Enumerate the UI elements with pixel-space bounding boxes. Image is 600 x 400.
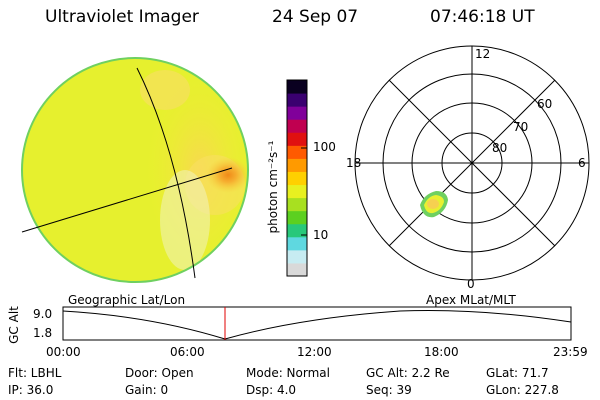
longitude-line: [136, 67, 196, 279]
colorbar-band: [287, 80, 307, 94]
orbit-x-tick-2: 12:00: [297, 345, 332, 359]
date-label: 24 Sep 07: [272, 7, 359, 27]
colorbar-band: [287, 145, 307, 159]
colorbar-band: [287, 249, 307, 264]
gc-alt-info: GC Alt: 2.2 Re: [366, 366, 450, 380]
time-label: 07:46:18 UT: [430, 7, 535, 27]
colorbar-tick-10: 10: [313, 228, 329, 242]
door-info: Door: Open: [125, 366, 194, 380]
colorbar-tick-100: 100: [313, 140, 336, 154]
colorbar-band: [287, 171, 307, 186]
mlat-80-label: 80: [492, 141, 508, 155]
image-disk: [22, 58, 248, 282]
mlt-6-label: 6: [578, 156, 586, 170]
seq-info: Seq: 39: [366, 383, 412, 397]
altitude-curve: [62, 309, 572, 340]
orbit-x-tick-0: 00:00: [46, 345, 81, 359]
colorbar-band: [287, 262, 307, 277]
colorbar-units-label: photon cm⁻²s⁻¹: [266, 140, 280, 234]
alt-bottom-tick: 1.8: [33, 326, 53, 340]
glon-info: GLon: 227.8: [486, 383, 559, 397]
dsp-info: Dsp: 4.0: [246, 383, 297, 397]
colorbar-band: [287, 197, 307, 212]
mlt-0-label: 0: [467, 277, 475, 291]
colorbar-band: [287, 119, 307, 133]
gc-alt-axis-label: GC Alt: [7, 306, 21, 344]
colorbar-band: [287, 93, 307, 107]
alt-top-tick: 9.0: [33, 307, 53, 321]
mlt-12-label: 12: [475, 47, 491, 61]
orbit-x-tick-1: 06:00: [170, 345, 205, 359]
glat-info: GLat: 71.7: [486, 366, 549, 380]
mlat-70-label: 70: [513, 120, 529, 134]
colorbar-band: [287, 236, 307, 251]
mlat-60-label: 60: [537, 97, 553, 111]
colorbar-band: [287, 106, 307, 120]
colorbar-band: [287, 184, 307, 199]
aurora-spot: [420, 191, 448, 218]
latitude-line: [21, 167, 233, 233]
orbit-x-tick-4: 23:59: [553, 345, 588, 359]
ip-info: IP: 36.0: [8, 383, 54, 397]
apex-label: Apex MLat/MLT: [426, 293, 516, 307]
mlt-18-label: 18: [346, 156, 362, 170]
filter-info: Flt: LBHL: [8, 366, 62, 380]
gain-info: Gain: 0: [125, 383, 169, 397]
colorbar-band: [287, 158, 307, 172]
orbit-x-tick-3: 18:00: [424, 345, 459, 359]
colorbar-band: [287, 132, 307, 146]
geographic-label: Geographic Lat/Lon: [68, 293, 186, 307]
colorbar-band: [287, 210, 307, 225]
colorbar-band: [287, 223, 307, 238]
mode-info: Mode: Normal: [246, 366, 330, 380]
instrument-title: Ultraviolet Imager: [45, 7, 199, 27]
